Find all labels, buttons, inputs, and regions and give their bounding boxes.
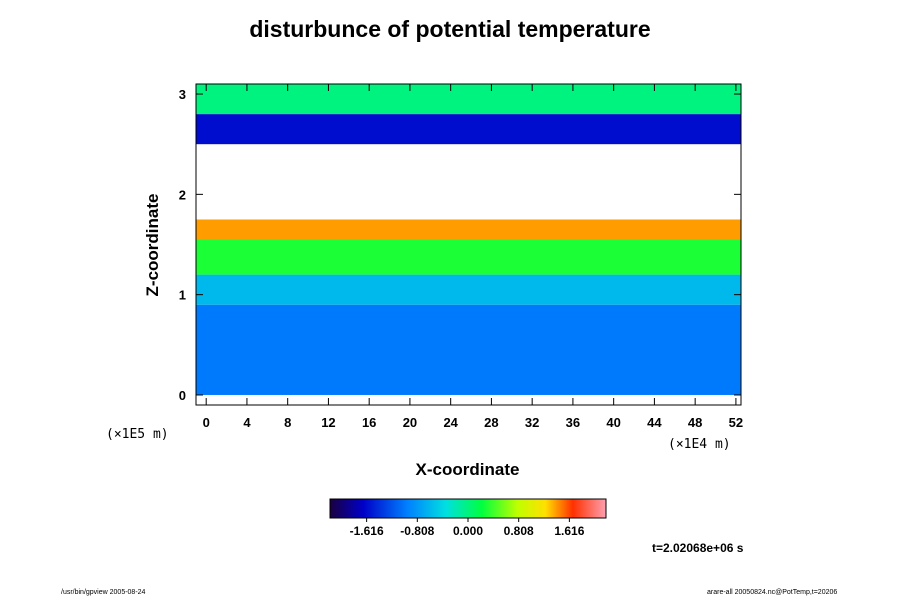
x-tick-label: 8 <box>284 415 291 430</box>
x-tick-label: 4 <box>243 415 251 430</box>
y-axis-label: Z-coordinate <box>143 194 162 297</box>
colorbar: -1.616 -0.808 0.000 0.808 1.616 <box>329 498 607 538</box>
heatmap-band <box>196 219 741 240</box>
heatmap-band <box>196 274 741 305</box>
x-axis-label: X-coordinate <box>415 460 520 479</box>
chart-title: disturbunce of potential temperature <box>249 16 651 42</box>
colorbar-gradient <box>329 498 607 519</box>
x-tick-label: 16 <box>362 415 376 430</box>
y-tick-label: 2 <box>179 187 186 202</box>
x-tick-label: 20 <box>403 415 417 430</box>
colorbar-tick-label: -1.616 <box>350 524 384 538</box>
y-tick-label: 3 <box>179 87 186 102</box>
y-tick-label: 1 <box>179 288 186 303</box>
colorbar-tick-label: 0.000 <box>453 524 483 538</box>
footer-command: /usr/bin/gpview 2005-08-24 <box>61 589 146 596</box>
heatmap-band <box>196 84 741 115</box>
heatmap-field <box>196 84 741 395</box>
x-tick-label: 32 <box>525 415 539 430</box>
x-tick-label: 0 <box>203 415 210 430</box>
colorbar-tick-label: -0.808 <box>400 524 434 538</box>
colorbar-tick-label: 0.808 <box>504 524 534 538</box>
x-scale-note: (×1E4 m) <box>668 437 731 452</box>
footer-source: arare-all 20050824.nc@PotTemp,t=20206 <box>707 589 838 596</box>
x-tick-label: 48 <box>688 415 702 430</box>
time-annotation: t=2.02068e+06 s <box>652 541 744 555</box>
x-tick-label: 24 <box>443 415 458 430</box>
heatmap-band <box>196 114 741 145</box>
colorbar-tick-label: 1.616 <box>554 524 584 538</box>
x-axis: 0 4 8 12 16 20 24 28 32 36 40 44 48 52 <box>203 84 743 430</box>
x-tick-label: 12 <box>321 415 335 430</box>
y-scale-note: (×1E5 m) <box>106 427 169 442</box>
plot-frame <box>195 83 742 406</box>
heatmap-band <box>196 304 741 395</box>
x-tick-label: 52 <box>729 415 743 430</box>
x-tick-label: 40 <box>606 415 620 430</box>
x-tick-label: 28 <box>484 415 498 430</box>
heatmap-band <box>196 144 741 220</box>
x-tick-label: 36 <box>566 415 580 430</box>
heatmap-band <box>196 239 741 275</box>
y-axis: 0 1 2 3 <box>179 87 741 403</box>
y-tick-label: 0 <box>179 388 186 403</box>
x-tick-label: 44 <box>647 415 662 430</box>
